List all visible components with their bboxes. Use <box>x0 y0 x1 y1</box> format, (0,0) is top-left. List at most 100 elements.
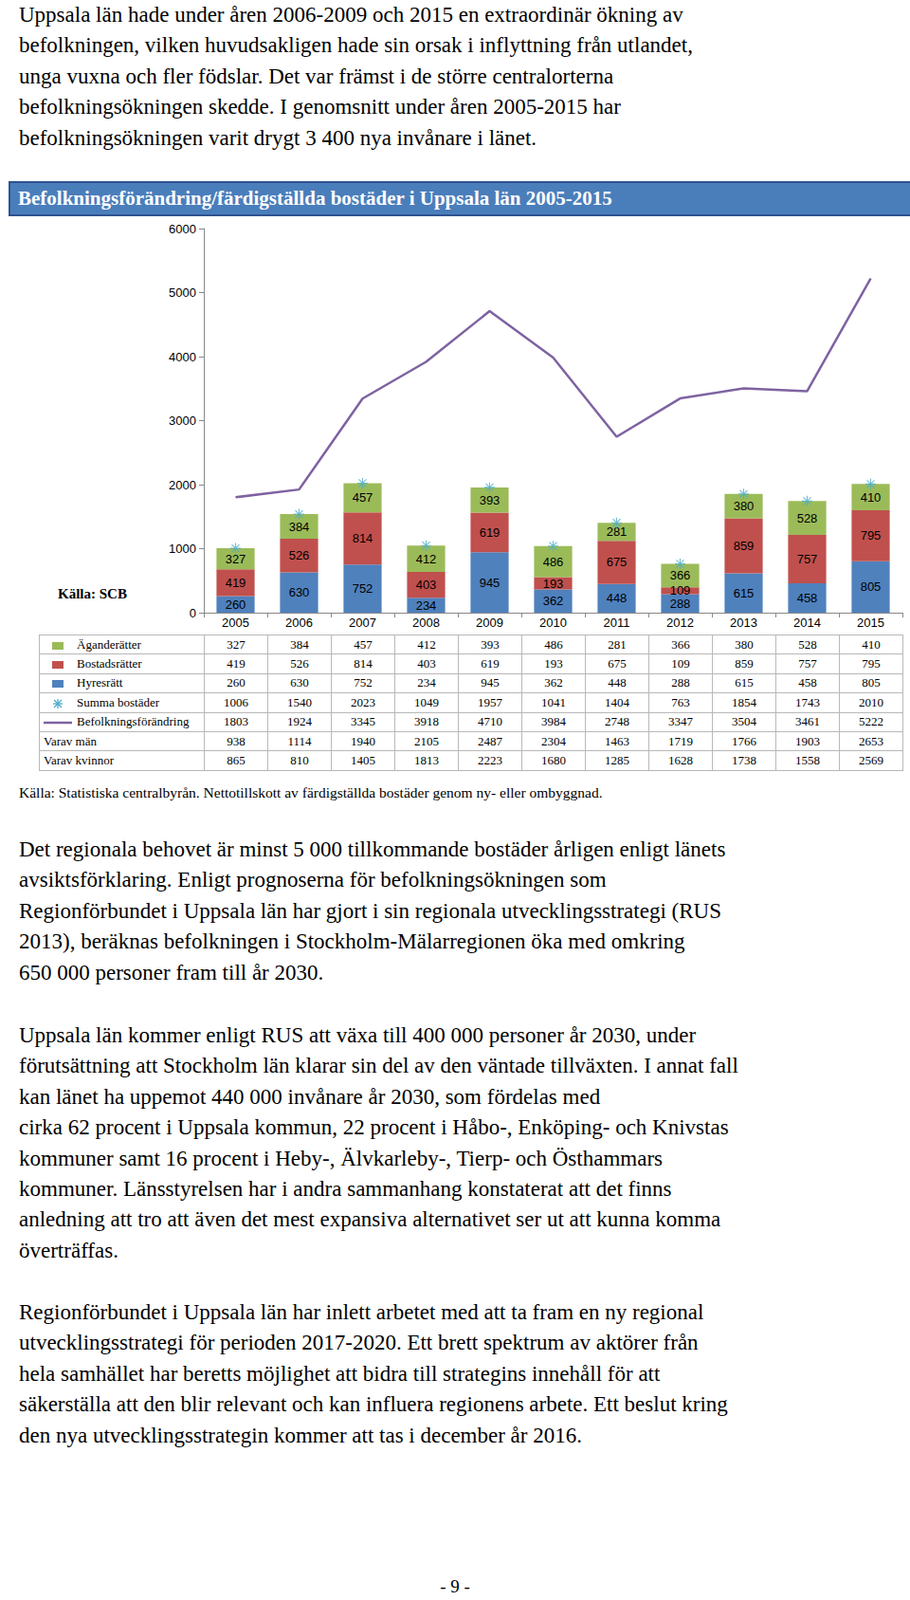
html-text:hela samhället har beretts möj: hela samhället har beretts möjlighet att… <box>18 1361 661 1385</box>
html-text:kan länet ha uppemot 440 000 i: kan länet ha uppemot 440 000 invånare år… <box>18 1084 601 1108</box>
html-text:unga vuxna och fler födslar. D: unga vuxna och fler födslar. Det var frä… <box>18 64 614 88</box>
svg-text:380: 380 <box>733 498 755 513</box>
svg-text:486: 486 <box>543 554 565 569</box>
svg-text:814: 814 <box>352 530 374 546</box>
svg-text:526: 526 <box>289 547 310 563</box>
html-text:avsiktsförklaring. Enligt prog: avsiktsförklaring. Enligt prognoserna fö… <box>18 867 607 892</box>
html-text:457: 457 <box>353 636 373 651</box>
svg-text:109: 109 <box>670 582 692 598</box>
svg-text:448: 448 <box>606 590 628 605</box>
svg-text:458: 458 <box>797 590 819 605</box>
html-text:419: 419 <box>226 656 246 671</box>
html-text:anledning att tro att även det: anledning att tro att även det mest expa… <box>18 1207 721 1231</box>
svg-text:945: 945 <box>479 575 501 590</box>
html-text:kommuner samt 16 procent i Heb: kommuner samt 16 procent i Heby-, Älvkar… <box>18 1145 663 1170</box>
html-text:327: 327 <box>226 636 246 651</box>
svg-text:193: 193 <box>543 576 565 591</box>
svg-text:260: 260 <box>225 597 247 612</box>
svg-text:2000: 2000 <box>168 477 197 492</box>
html-text:befolkningsökningen skedde. I: befolkningsökningen skedde. I genomsnitt… <box>18 94 621 119</box>
html-text:Uppsala län hade under åren 20: Uppsala län hade under åren 2006-2009 oc… <box>18 2 684 27</box>
html-text:- 9 -: - 9 - <box>440 1575 470 1596</box>
svg-text:2006: 2006 <box>285 615 313 630</box>
html-text:526: 526 <box>290 656 309 671</box>
svg-text:859: 859 <box>733 538 755 553</box>
svg-text:5000: 5000 <box>168 285 197 300</box>
html-text:814: 814 <box>353 656 373 671</box>
svg-text:393: 393 <box>479 492 501 508</box>
html-text:säkerställa att den blir relev: säkerställa att den blir relevant och ka… <box>18 1391 728 1416</box>
html-text:kommuner. Länsstyrelsen har i: kommuner. Länsstyrelsen har i andra samm… <box>18 1176 672 1201</box>
svg-text:410: 410 <box>860 490 882 505</box>
html-text:Regionförbundet i Uppsala län: Regionförbundet i Uppsala län har gjort … <box>18 898 722 923</box>
html-text:Källa: Statistiska centralbyrå: Källa: Statistiska centralbyrån. Nettoti… <box>18 783 603 801</box>
html-text:109: 109 <box>671 656 690 671</box>
html-text:366: 366 <box>671 636 690 651</box>
html-text:Befolkningsförändring/färdigst: Befolkningsförändring/färdigställda bost… <box>18 186 613 210</box>
svg-text:384: 384 <box>289 519 310 534</box>
svg-text:752: 752 <box>352 581 374 596</box>
svg-text:412: 412 <box>416 551 437 566</box>
svg-text:2005: 2005 <box>221 615 250 630</box>
html-text:befolkningen, vilken huvudsakl: befolkningen, vilken huvudsakligen hade … <box>18 33 693 58</box>
svg-text:327: 327 <box>225 551 247 566</box>
svg-text:457: 457 <box>352 490 374 505</box>
html-text:193: 193 <box>544 656 563 671</box>
html-text:Bostadsrätter: Bostadsrätter <box>76 656 142 671</box>
html-text:den nya utvecklingsstrategin k: den nya utvecklingsstrategin kommer att … <box>18 1422 583 1447</box>
svg-text:403: 403 <box>416 577 437 592</box>
svg-text:288: 288 <box>670 596 692 611</box>
svg-text:366: 366 <box>670 567 692 583</box>
svg-text:757: 757 <box>797 551 819 566</box>
html-text:cirka 62 procent i Uppsala kom: cirka 62 procent i Uppsala kommun, 22 pr… <box>18 1114 729 1139</box>
html-text:403: 403 <box>417 656 436 671</box>
svg-text:2007: 2007 <box>348 615 377 630</box>
html-text:528: 528 <box>798 636 817 651</box>
html-text:650 000 personer fram till år: 650 000 personer fram till år 2030. <box>18 959 324 984</box>
html-text:486: 486 <box>544 636 563 651</box>
svg-text:619: 619 <box>479 525 501 540</box>
svg-text:6000: 6000 <box>168 221 197 237</box>
svg-text:234: 234 <box>416 598 437 613</box>
html-text:Äganderätter: Äganderätter <box>76 636 142 651</box>
svg-text:2011: 2011 <box>603 615 631 630</box>
html-text:Uppsala län kommer enligt RUS: Uppsala län kommer enligt RUS att växa t… <box>18 1022 696 1047</box>
svg-text:Källa: SCB: Källa: SCB <box>57 585 128 601</box>
svg-text:4000: 4000 <box>168 349 197 364</box>
html-text:619: 619 <box>480 656 500 671</box>
html-text:384: 384 <box>290 636 309 651</box>
svg-text:630: 630 <box>289 584 310 600</box>
html-text:överträffas.: överträffas. <box>18 1237 119 1262</box>
svg-text:615: 615 <box>733 585 755 601</box>
html-text:281: 281 <box>607 636 627 651</box>
svg-text:528: 528 <box>797 510 819 526</box>
svg-text:2009: 2009 <box>475 615 504 630</box>
svg-text:2013: 2013 <box>729 615 758 630</box>
html-text:412: 412 <box>417 636 436 651</box>
html-text:befolkningsökningen varit dryg: befolkningsökningen varit drygt 3 400 ny… <box>18 125 537 150</box>
html-text:380: 380 <box>734 636 754 651</box>
html-text:393: 393 <box>480 636 500 651</box>
svg-text:2010: 2010 <box>539 615 567 630</box>
html-text:förutsättning att Stockholm lä: förutsättning att Stockholm län klarar s… <box>18 1053 739 1078</box>
svg-text:362: 362 <box>543 593 565 608</box>
svg-text:419: 419 <box>225 575 247 590</box>
svg-text:795: 795 <box>860 527 882 543</box>
svg-text:1000: 1000 <box>168 541 197 556</box>
html-text:675: 675 <box>607 656 627 671</box>
html-text:utvecklingsstrategi för period: utvecklingsstrategi för perioden 2017-20… <box>18 1330 699 1355</box>
svg-text:0: 0 <box>189 605 197 620</box>
svg-text:2008: 2008 <box>412 615 440 630</box>
html-text:410: 410 <box>861 636 881 651</box>
svg-text:2014: 2014 <box>793 615 821 630</box>
svg-text:281: 281 <box>606 524 627 539</box>
html-text:Regionförbundet i Uppsala län: Regionförbundet i Uppsala län har inlett… <box>18 1299 704 1324</box>
svg-text:805: 805 <box>860 579 882 594</box>
svg-text:2012: 2012 <box>666 615 694 630</box>
html-text:2013), beräknas befolkningen i: 2013), beräknas befolkningen i Stockholm… <box>18 929 685 953</box>
svg-text:675: 675 <box>606 554 628 569</box>
html-text:859: 859 <box>734 656 754 671</box>
svg-text:3000: 3000 <box>168 413 197 428</box>
html-text:Det regionala behovet är minst: Det regionala behovet är minst 5 000 til… <box>18 837 726 861</box>
svg-text:2015: 2015 <box>856 615 885 630</box>
